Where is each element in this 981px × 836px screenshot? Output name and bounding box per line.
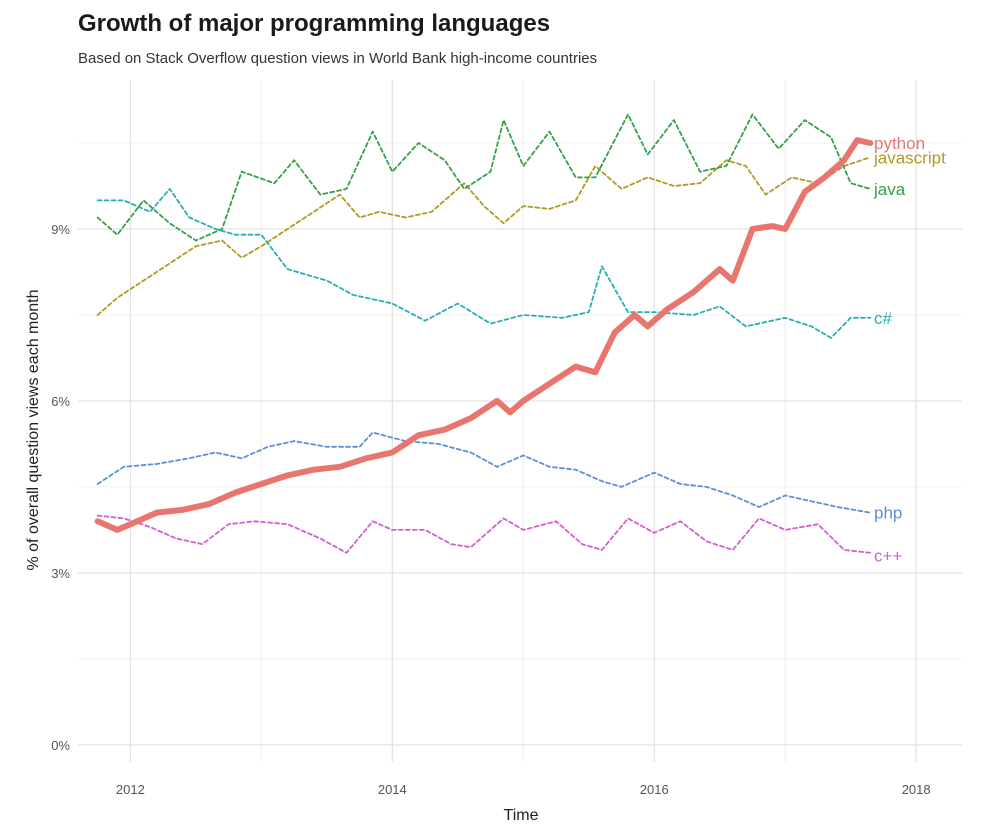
series-line-javascript xyxy=(96,156,872,316)
chart-subtitle: Based on Stack Overflow question views i… xyxy=(78,50,598,67)
chart-title: Growth of major programming languages xyxy=(78,10,551,37)
grid-lines xyxy=(78,80,962,762)
x-tick-label: 2012 xyxy=(116,782,145,797)
series-line-cpp xyxy=(96,514,872,554)
series-label-csharp: c# xyxy=(874,309,893,328)
series-line-php xyxy=(96,431,872,514)
y-axis-title: % of overall question views each month xyxy=(25,289,42,570)
series-line-java xyxy=(96,113,872,242)
series-line-python xyxy=(94,137,874,533)
x-tick-label: 2014 xyxy=(378,782,407,797)
x-tick-label: 2016 xyxy=(640,782,669,797)
series-line-csharp xyxy=(96,188,872,339)
y-tick-label: 0% xyxy=(51,738,70,753)
series-lines xyxy=(94,113,874,554)
series-label-java: java xyxy=(873,180,906,199)
series-label-python: python xyxy=(874,134,925,153)
series-label-cpp: c++ xyxy=(874,547,902,566)
y-tick-label: 6% xyxy=(51,394,70,409)
x-tick-label: 2018 xyxy=(902,782,931,797)
y-tick-label: 9% xyxy=(51,222,70,237)
series-label-javascript: javascript xyxy=(873,148,946,167)
x-axis-title: Time xyxy=(504,807,539,824)
series-label-php: php xyxy=(874,504,902,523)
axis-ticks: 2012 2014 2016 2018 0% 3% 6% 9% xyxy=(51,222,930,797)
y-tick-label: 3% xyxy=(51,566,70,581)
